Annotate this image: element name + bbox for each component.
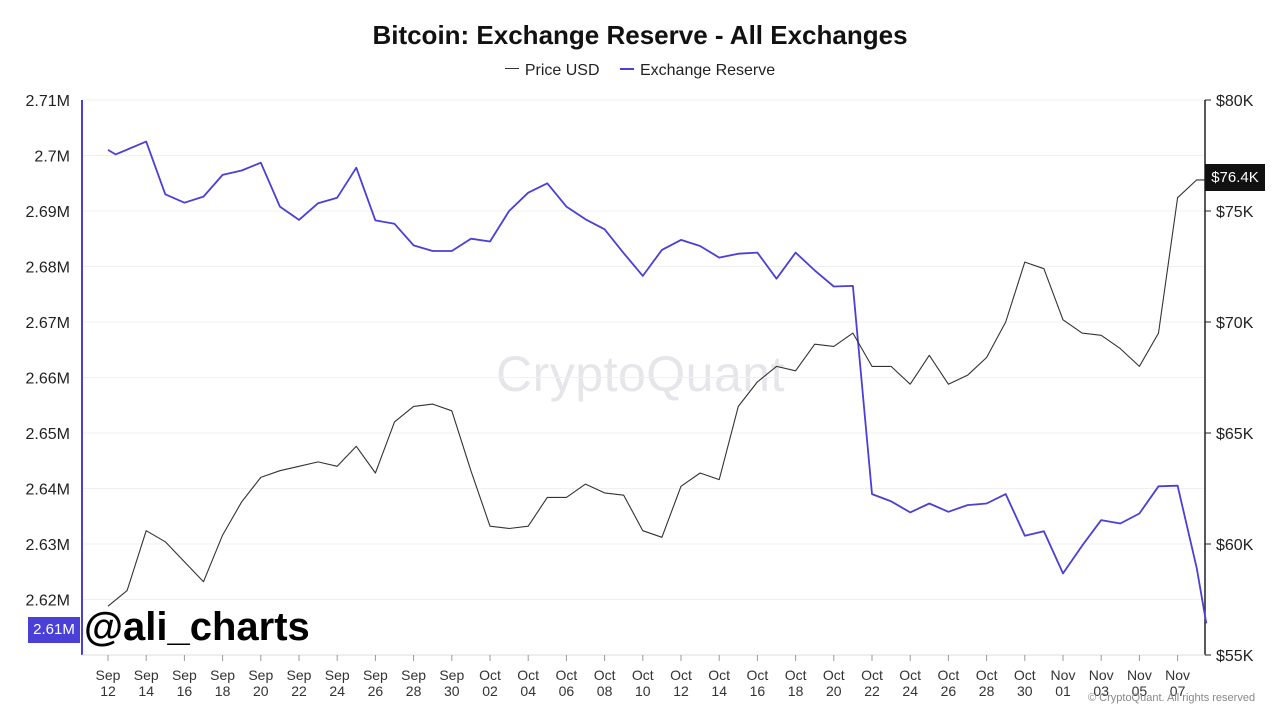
x-tick-day: 30: [1017, 683, 1033, 699]
watermark: CryptoQuant: [496, 346, 785, 402]
x-tick-month: Sep: [248, 667, 273, 683]
x-tick-month: Oct: [899, 667, 921, 683]
x-tick-day: 14: [138, 683, 154, 699]
x-tick-day: 18: [215, 683, 231, 699]
right-tick-label: $75K: [1216, 204, 1254, 221]
x-tick-day: 24: [329, 683, 345, 699]
legend-swatch-reserve: [619, 67, 634, 70]
x-tick-month: Oct: [976, 667, 998, 683]
legend: Price USD Exchange Reserve: [0, 62, 1280, 80]
x-tick-day: 06: [559, 683, 575, 699]
right-tick-label: $80K: [1216, 93, 1254, 110]
series-line-price-usd: [107, 179, 1207, 607]
gridlines: [82, 99, 1205, 600]
x-axis-ticks: Sep12Sep14Sep16Sep18Sep20Sep22Sep24Sep26…: [96, 655, 1190, 699]
left-tick-label: 2.67M: [26, 315, 70, 332]
x-tick-month: Oct: [747, 667, 769, 683]
series-layer: [107, 140, 1208, 624]
x-tick-day: 24: [902, 683, 918, 699]
x-tick-month: Oct: [708, 667, 730, 683]
left-tick-label: 2.66M: [26, 371, 70, 388]
current-price-badge: $76.4K: [1205, 164, 1265, 191]
x-tick-month: Sep: [325, 667, 350, 683]
right-tick-label: $60K: [1216, 537, 1254, 554]
right-axis-ticks: $80K $75K $70K $65K $60K $55K: [1205, 93, 1254, 665]
x-tick-month: Sep: [96, 667, 121, 683]
x-tick-month: Nov: [1051, 667, 1076, 683]
x-tick-day: 16: [177, 683, 193, 699]
x-tick-month: Oct: [1014, 667, 1036, 683]
x-tick-month: Oct: [785, 667, 807, 683]
x-tick-month: Oct: [517, 667, 539, 683]
x-tick-month: Oct: [556, 667, 578, 683]
legend-item-price[interactable]: Price USD: [504, 62, 600, 80]
x-tick-day: 02: [482, 683, 498, 699]
x-tick-day: 10: [635, 683, 651, 699]
x-tick-day: 08: [597, 683, 613, 699]
x-tick-day: 16: [750, 683, 766, 699]
x-tick-day: 18: [788, 683, 804, 699]
x-tick-day: 03: [1093, 683, 1109, 699]
x-tick-month: Nov: [1089, 667, 1114, 683]
right-tick-label: $70K: [1216, 315, 1254, 332]
x-tick-month: Sep: [287, 667, 312, 683]
x-tick-month: Oct: [670, 667, 692, 683]
left-tick-label: 2.71M: [26, 93, 70, 110]
x-tick-day: 12: [673, 683, 689, 699]
x-tick-day: 20: [826, 683, 842, 699]
chart-title: Bitcoin: Exchange Reserve - All Exchange…: [372, 20, 908, 50]
x-tick-month: Oct: [479, 667, 501, 683]
x-tick-day: 07: [1170, 683, 1186, 699]
x-tick-day: 20: [253, 683, 269, 699]
x-tick-month: Sep: [439, 667, 464, 683]
x-tick-month: Nov: [1165, 667, 1190, 683]
x-tick-day: 01: [1055, 683, 1071, 699]
left-tick-label: 2.62M: [26, 593, 70, 610]
x-tick-month: Sep: [401, 667, 426, 683]
x-tick-month: Oct: [823, 667, 845, 683]
x-tick-day: 26: [941, 683, 957, 699]
author-handle: @ali_charts: [84, 605, 310, 649]
legend-item-reserve[interactable]: Exchange Reserve: [619, 62, 776, 80]
left-tick-label: 2.65M: [26, 426, 70, 443]
x-tick-day: 14: [711, 683, 727, 699]
left-tick-label: 2.63M: [26, 537, 70, 554]
x-tick-month: Sep: [134, 667, 159, 683]
x-tick-month: Nov: [1127, 667, 1152, 683]
series-line-exchange-reserve: [107, 140, 1208, 624]
left-tick-label: 2.69M: [26, 204, 70, 221]
left-tick-label: 2.64M: [26, 482, 70, 499]
left-axis-ticks: 2.71M 2.7M 2.69M 2.68M 2.67M 2.66M 2.65M 2.64M 2…: [26, 93, 70, 610]
x-tick-day: 30: [444, 683, 460, 699]
x-tick-month: Oct: [938, 667, 960, 683]
x-tick-month: Oct: [632, 667, 654, 683]
x-tick-month: Sep: [172, 667, 197, 683]
right-tick-label: $65K: [1216, 426, 1254, 443]
legend-label-reserve: Exchange Reserve: [639, 62, 776, 79]
x-tick-day: 12: [100, 683, 116, 699]
legend-swatch-price: [504, 68, 519, 70]
left-tick-label: 2.68M: [26, 260, 70, 277]
x-tick-day: 28: [979, 683, 995, 699]
legend-label-price: Price USD: [524, 62, 600, 79]
x-tick-day: 28: [406, 683, 422, 699]
x-tick-month: Sep: [210, 667, 235, 683]
copyright-text: © CryptoQuant. All rights reserved: [1088, 692, 1256, 704]
x-tick-month: Oct: [594, 667, 616, 683]
right-tick-label: $55K: [1216, 648, 1254, 665]
x-tick-day: 22: [864, 683, 880, 699]
x-tick-day: 05: [1132, 683, 1148, 699]
x-tick-month: Oct: [861, 667, 883, 683]
x-tick-day: 22: [291, 683, 307, 699]
x-tick-month: Sep: [363, 667, 388, 683]
x-tick-day: 26: [368, 683, 384, 699]
x-tick-day: 04: [520, 683, 536, 699]
left-tick-label: 2.7M: [34, 149, 70, 166]
current-reserve-badge: 2.61M: [28, 617, 80, 643]
